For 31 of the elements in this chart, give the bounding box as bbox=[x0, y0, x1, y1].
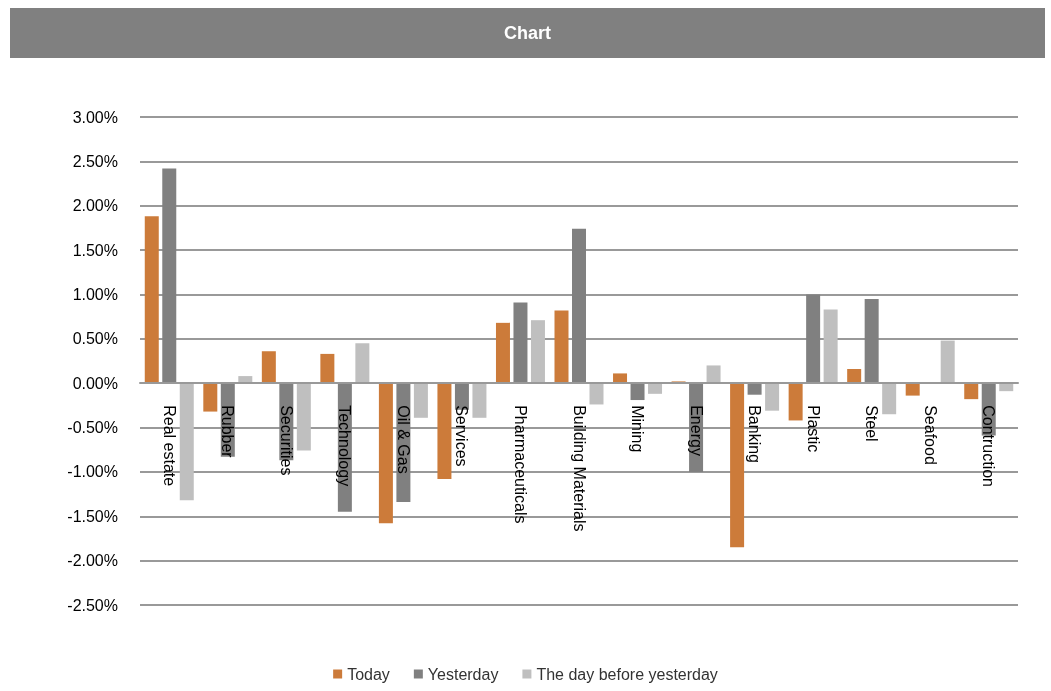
y-tick-label: 2.50% bbox=[72, 152, 118, 170]
x-tick-label: Seafood bbox=[921, 405, 939, 465]
y-tick-label: 3.00% bbox=[72, 108, 118, 126]
y-tick-label: -2.00% bbox=[67, 552, 118, 570]
x-tick-label: Securities bbox=[277, 405, 295, 476]
legend-label: Today bbox=[347, 665, 390, 683]
x-tick-label: Banking bbox=[746, 405, 764, 464]
chart-title: Chart bbox=[10, 8, 1045, 58]
legend-label: Yesterday bbox=[427, 665, 499, 683]
x-tick-label: Plastic bbox=[804, 405, 822, 453]
y-tick-label: 2.00% bbox=[72, 197, 118, 215]
x-tick-label: Energy bbox=[687, 405, 705, 456]
y-tick-label: 1.00% bbox=[72, 285, 118, 303]
x-tick-label: Real estate bbox=[160, 405, 178, 487]
x-tick-label: Pharmaceuticals bbox=[511, 405, 529, 524]
x-tick-label: Services bbox=[453, 405, 471, 467]
y-tick-label: -0.50% bbox=[67, 419, 118, 437]
x-tick-label: Oil & Gas bbox=[394, 405, 412, 474]
y-tick-label: -2.50% bbox=[67, 596, 118, 614]
y-tick-label: 0.00% bbox=[72, 374, 118, 392]
legend-label: The day before yesterday bbox=[536, 665, 718, 683]
x-tick-label: Contruction bbox=[980, 405, 998, 488]
x-tick-label: Building Materials bbox=[570, 405, 588, 532]
y-tick-label: -1.50% bbox=[67, 507, 118, 525]
y-tick-label: -1.00% bbox=[67, 463, 118, 481]
x-tick-label: Steel bbox=[863, 405, 881, 442]
x-tick-label: Mining bbox=[629, 405, 647, 453]
x-tick-label: Technology bbox=[336, 405, 354, 487]
y-tick-label: 1.50% bbox=[72, 241, 118, 259]
x-tick-label: Rubber bbox=[219, 405, 237, 459]
y-tick-label: 0.50% bbox=[72, 330, 118, 348]
